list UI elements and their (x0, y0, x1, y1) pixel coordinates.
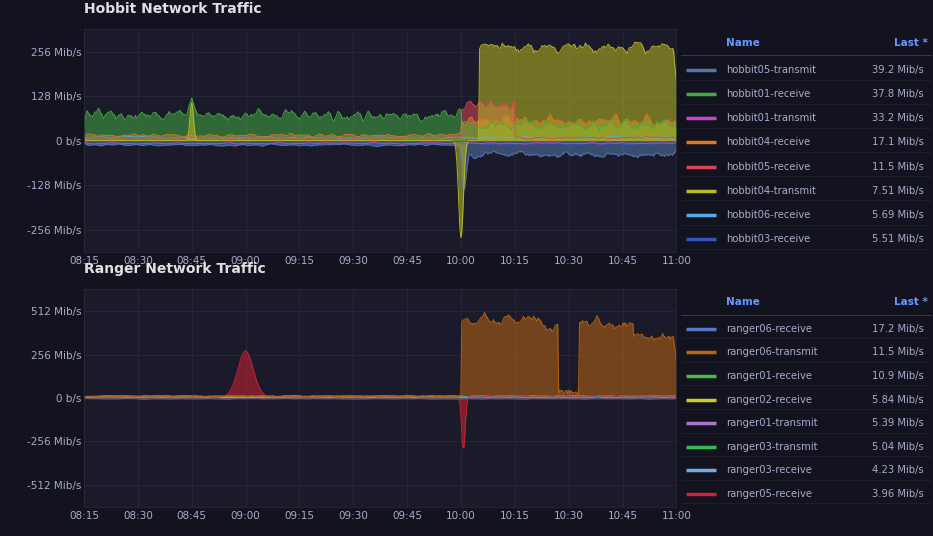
Text: 39.2 Mib/s: 39.2 Mib/s (871, 65, 924, 75)
Text: Last * ∨: Last * ∨ (894, 297, 933, 308)
Text: 7.51 Mib/s: 7.51 Mib/s (871, 186, 924, 196)
Text: ranger01-transmit: ranger01-transmit (726, 418, 817, 428)
Text: 11.5 Mib/s: 11.5 Mib/s (871, 161, 924, 172)
Text: 37.8 Mib/s: 37.8 Mib/s (872, 89, 924, 99)
Text: Hobbit Network Traffic: Hobbit Network Traffic (84, 2, 261, 16)
Text: 3.96 Mib/s: 3.96 Mib/s (871, 489, 924, 499)
Text: 33.2 Mib/s: 33.2 Mib/s (872, 113, 924, 123)
Text: hobbit03-receive: hobbit03-receive (726, 234, 811, 244)
Text: hobbit05-receive: hobbit05-receive (726, 161, 811, 172)
Text: ranger05-receive: ranger05-receive (726, 489, 812, 499)
Text: Last * ∨: Last * ∨ (894, 38, 933, 48)
Text: 5.04 Mib/s: 5.04 Mib/s (872, 442, 924, 452)
Text: hobbit01-receive: hobbit01-receive (726, 89, 811, 99)
Text: ranger03-receive: ranger03-receive (726, 465, 812, 475)
Text: ranger02-receive: ranger02-receive (726, 394, 812, 405)
Text: 17.1 Mib/s: 17.1 Mib/s (871, 137, 924, 147)
Text: 5.84 Mib/s: 5.84 Mib/s (872, 394, 924, 405)
Text: 5.69 Mib/s: 5.69 Mib/s (871, 210, 924, 220)
Text: Name: Name (726, 297, 760, 308)
Text: hobbit04-transmit: hobbit04-transmit (726, 186, 816, 196)
Text: 10.9 Mib/s: 10.9 Mib/s (871, 371, 924, 381)
Text: 17.2 Mib/s: 17.2 Mib/s (871, 324, 924, 334)
Text: hobbit06-receive: hobbit06-receive (726, 210, 811, 220)
Text: hobbit05-transmit: hobbit05-transmit (726, 65, 816, 75)
Text: 5.51 Mib/s: 5.51 Mib/s (871, 234, 924, 244)
Text: ranger06-receive: ranger06-receive (726, 324, 812, 334)
Text: ranger06-transmit: ranger06-transmit (726, 347, 817, 358)
Text: ranger01-receive: ranger01-receive (726, 371, 812, 381)
Text: 11.5 Mib/s: 11.5 Mib/s (871, 347, 924, 358)
Text: Name: Name (726, 38, 760, 48)
Text: hobbit04-receive: hobbit04-receive (726, 137, 811, 147)
Text: 5.39 Mib/s: 5.39 Mib/s (871, 418, 924, 428)
Text: ranger03-transmit: ranger03-transmit (726, 442, 817, 452)
Text: 4.23 Mib/s: 4.23 Mib/s (872, 465, 924, 475)
Text: Ranger Network Traffic: Ranger Network Traffic (84, 262, 266, 276)
Text: hobbit01-transmit: hobbit01-transmit (726, 113, 816, 123)
